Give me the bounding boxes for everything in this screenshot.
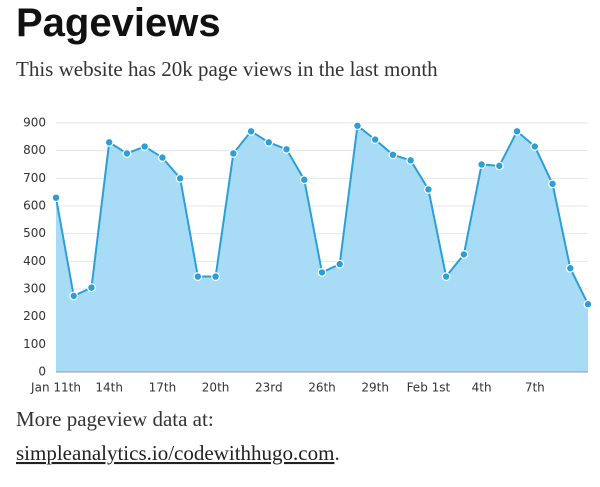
x-tick-label: 29th <box>361 381 389 395</box>
point <box>388 150 398 160</box>
point <box>565 263 575 273</box>
point <box>104 137 114 147</box>
link[interactable]: simpleanalytics.io/codewithhugo.com <box>16 441 334 465</box>
point <box>512 126 522 136</box>
y-tick-label: 0 <box>38 365 46 379</box>
y-tick-label: 800 <box>23 143 46 157</box>
point <box>211 272 221 281</box>
link-suffix: . <box>334 441 339 465</box>
point <box>583 299 593 309</box>
intro-text: This website has 20k page views in the l… <box>16 57 438 81</box>
y-tick-label: 900 <box>23 116 46 130</box>
point <box>51 193 61 203</box>
area <box>56 125 588 373</box>
point <box>406 155 416 165</box>
point <box>228 149 238 158</box>
point <box>530 142 540 151</box>
y-tick-label: 400 <box>23 254 46 268</box>
point <box>477 160 487 169</box>
point <box>459 250 469 259</box>
point <box>69 291 79 301</box>
point <box>122 149 132 158</box>
y-tick-label: 200 <box>23 309 46 323</box>
page-heading: Pageviews <box>16 1 221 45</box>
x-tick-label: 23rd <box>255 381 283 395</box>
point <box>175 173 185 183</box>
y-tick-label: 700 <box>23 171 46 185</box>
point <box>282 144 291 154</box>
point <box>264 137 274 147</box>
point <box>548 179 557 189</box>
point <box>335 259 345 269</box>
point <box>157 153 167 162</box>
x-tick-label: Jan 11th <box>30 381 81 395</box>
point <box>353 121 362 131</box>
point <box>441 272 451 281</box>
x-tick-label: 4th <box>472 381 492 395</box>
x-tick-label: 17th <box>149 381 177 395</box>
point <box>494 161 504 171</box>
y-tick-label: 100 <box>23 337 46 351</box>
point <box>246 126 256 136</box>
point <box>87 283 96 293</box>
point <box>370 135 380 145</box>
x-tick-label: 26th <box>308 381 336 395</box>
point <box>317 268 327 277</box>
more-text: More pageview data at: <box>16 407 214 431</box>
y-tick-label: 300 <box>23 282 46 296</box>
x-tick-label: 7th <box>525 381 545 395</box>
y-tick-label: 500 <box>23 226 46 240</box>
link-line: simpleanalytics.io/codewithhugo.com. <box>16 441 340 465</box>
point <box>299 175 309 185</box>
x-tick-label: 20th <box>202 381 230 395</box>
y-tick-label: 600 <box>23 199 46 213</box>
chart: 0 100 200 300 400 500 600 700 800 900 Jan 11th 14th… <box>23 116 593 395</box>
x-tick-label: Feb 1st <box>407 381 451 395</box>
x-tick-label: 14th <box>95 381 123 395</box>
point <box>140 142 150 151</box>
point <box>193 272 203 281</box>
point <box>424 184 433 194</box>
